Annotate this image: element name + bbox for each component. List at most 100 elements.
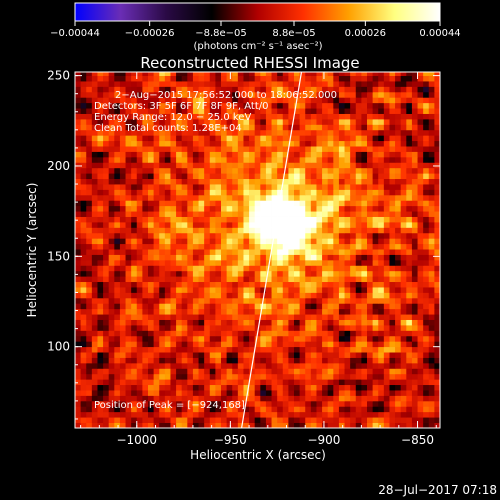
- heatmap-cell: [75, 113, 82, 120]
- heatmap-cell: [243, 86, 250, 93]
- heatmap-cell: [367, 395, 374, 402]
- heatmap-cell: [294, 341, 301, 348]
- heatmap-cell: [411, 184, 418, 190]
- heatmap-cell: [389, 281, 396, 288]
- heatmap-cell: [389, 308, 396, 315]
- heatmap-cell: [355, 200, 362, 207]
- heatmap-cell: [232, 81, 239, 87]
- heatmap-cell: [153, 108, 160, 114]
- heatmap-cell: [125, 314, 132, 320]
- heatmap-cell: [316, 216, 323, 223]
- heatmap-cell: [209, 211, 216, 217]
- heatmap-cell: [316, 341, 323, 348]
- heatmap-cell: [148, 205, 155, 212]
- heatmap-cell: [288, 97, 295, 104]
- heatmap-cell: [86, 303, 93, 310]
- heatmap-cell: [221, 249, 228, 255]
- heatmap-cell: [411, 319, 418, 326]
- heatmap-cell: [192, 178, 199, 185]
- heatmap-cell: [310, 303, 317, 310]
- heatmap-cell: [260, 221, 267, 228]
- heatmap-cell: [142, 303, 149, 310]
- heatmap-cell: [80, 194, 87, 201]
- heatmap-cell: [125, 108, 132, 114]
- heatmap-cell: [131, 265, 138, 272]
- heatmap-cell: [170, 167, 177, 174]
- heatmap-cell: [97, 135, 104, 142]
- heatmap-cell: [367, 357, 374, 364]
- heatmap-cell: [142, 330, 149, 337]
- heatmap-cell: [434, 341, 440, 348]
- heatmap-cell: [119, 86, 126, 93]
- heatmap-cell: [187, 422, 194, 428]
- heatmap-cell: [406, 97, 413, 104]
- heatmap-cell: [282, 146, 289, 152]
- heatmap-cell: [176, 276, 183, 283]
- heatmap-cell: [344, 81, 351, 87]
- heatmap-cell: [108, 108, 115, 114]
- heatmap-cell: [305, 303, 312, 310]
- heatmap-cell: [209, 341, 216, 348]
- heatmap-cell: [125, 167, 132, 174]
- heatmap-cell: [114, 243, 121, 250]
- heatmap-cell: [153, 167, 160, 174]
- heatmap-cell: [198, 259, 205, 266]
- heatmap-cell: [75, 297, 82, 304]
- heatmap-cell: [187, 232, 194, 239]
- heatmap-cell: [322, 330, 329, 337]
- heatmap-cell: [153, 265, 160, 272]
- heatmap-cell: [226, 249, 233, 255]
- heatmap-cell: [119, 308, 126, 315]
- heatmap-cell: [277, 395, 284, 402]
- heatmap-cell: [310, 194, 317, 201]
- heatmap-cell: [243, 324, 250, 331]
- heatmap-cell: [198, 395, 205, 402]
- heatmap-cell: [428, 362, 435, 369]
- heatmap-cell: [395, 281, 402, 288]
- heatmap-cell: [153, 417, 160, 423]
- heatmap-cell: [411, 221, 418, 228]
- heatmap-cell: [316, 200, 323, 207]
- heatmap-cell: [434, 194, 440, 201]
- heatmap-cell: [159, 249, 166, 255]
- heatmap-cell: [91, 146, 98, 152]
- heatmap-cell: [86, 194, 93, 201]
- heatmap-cell: [209, 249, 216, 255]
- heatmap-cell: [209, 200, 216, 207]
- heatmap-cell: [355, 108, 362, 114]
- heatmap-cell: [344, 124, 351, 131]
- heatmap-cell: [221, 124, 228, 131]
- heatmap-cell: [400, 341, 407, 348]
- heatmap-cell: [148, 91, 155, 98]
- heatmap-cell: [406, 200, 413, 207]
- heatmap-cell: [395, 167, 402, 174]
- heatmap-cell: [176, 189, 183, 196]
- heatmap-cell: [423, 314, 430, 320]
- heatmap-cell: [423, 189, 430, 196]
- heatmap-cell: [310, 205, 317, 212]
- heatmap-cell: [114, 281, 121, 288]
- heatmap-cell: [153, 406, 160, 413]
- heatmap-cell: [333, 162, 340, 169]
- heatmap-cell: [378, 151, 385, 158]
- heatmap-cell: [271, 194, 278, 201]
- heatmap-cell: [428, 124, 435, 131]
- heatmap-cell: [103, 373, 110, 380]
- heatmap-cell: [204, 352, 211, 358]
- heatmap-cell: [108, 184, 115, 190]
- heatmap-cell: [327, 243, 334, 250]
- heatmap-cell: [265, 146, 272, 152]
- heatmap-cell: [434, 140, 440, 147]
- heatmap-cell: [322, 390, 329, 396]
- heatmap-cell: [142, 211, 149, 217]
- heatmap-cell: [350, 86, 357, 93]
- heatmap-cell: [367, 422, 374, 428]
- heatmap-cell: [338, 422, 345, 428]
- heatmap-cell: [372, 249, 379, 255]
- heatmap-cell: [136, 86, 143, 93]
- heatmap-cell: [181, 189, 188, 196]
- heatmap-cell: [372, 384, 379, 391]
- heatmap-cell: [383, 205, 390, 212]
- heatmap-cell: [288, 417, 295, 423]
- heatmap-cell: [288, 400, 295, 407]
